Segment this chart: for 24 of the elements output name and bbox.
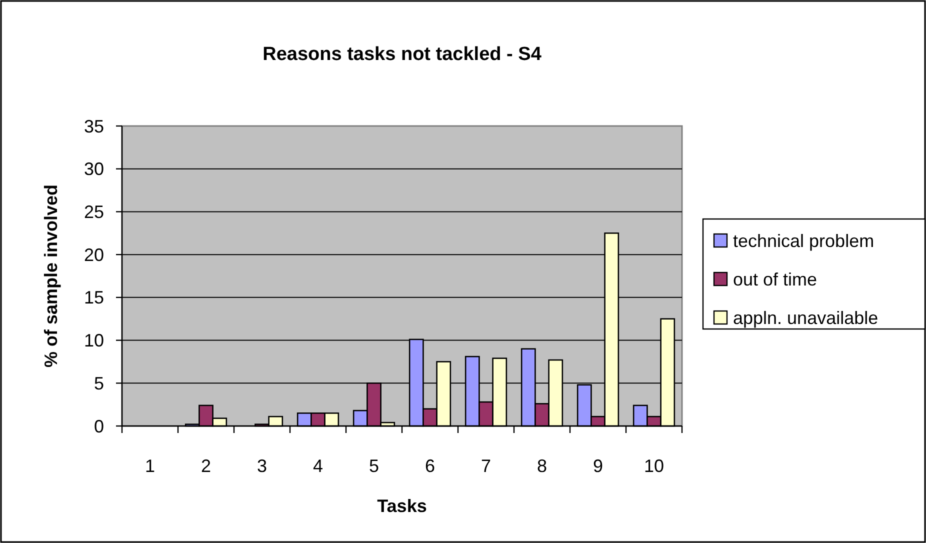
y-tick-label: 35	[84, 116, 104, 136]
x-tick-label: 6	[424, 456, 436, 476]
y-tick-label: 10	[84, 330, 104, 351]
y-tick-label: 15	[84, 288, 104, 308]
x-tick-label: 5	[368, 456, 380, 476]
x-tick-label: 10	[644, 456, 664, 476]
chart-title: Reasons tasks not tackled - S4	[262, 44, 542, 65]
x-tick-label: 2	[200, 456, 212, 476]
x-tick-label: 3	[256, 456, 268, 476]
legend-label: technical problem	[733, 230, 874, 251]
legend-label: out of time	[733, 269, 818, 290]
x-tick-label: 4	[312, 456, 324, 476]
x-tick-label: 9	[592, 456, 604, 476]
y-tick-label: 5	[94, 373, 104, 394]
x-tick-label: 1	[144, 456, 156, 476]
x-tick-label: 7	[480, 456, 492, 476]
legend-label: appln. unavailable	[733, 308, 878, 328]
y-tick-label: 0	[94, 416, 104, 436]
y-tick-label: 25	[84, 202, 104, 222]
x-tick-label: 8	[536, 456, 548, 476]
x-axis-title: Tasks	[377, 496, 427, 516]
y-tick-label: 30	[84, 159, 104, 180]
y-tick-label: 20	[84, 244, 104, 265]
y-axis-title: % of sample involved	[41, 184, 61, 368]
